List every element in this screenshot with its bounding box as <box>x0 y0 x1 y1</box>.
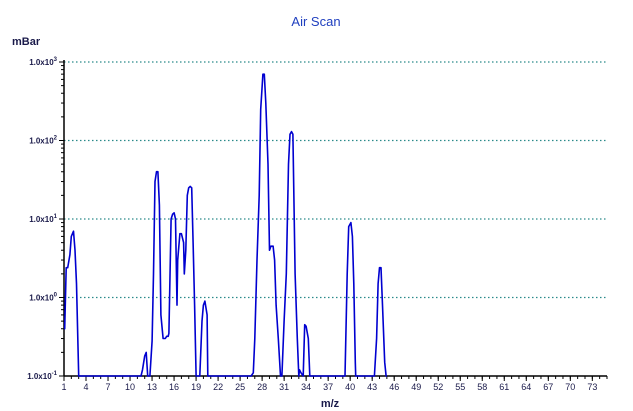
y-tick-label: 1.0x100 <box>29 293 57 303</box>
x-tick-label: 22 <box>213 382 223 392</box>
y-tick-label: 1.0x103 <box>29 57 57 67</box>
x-tick-label: 64 <box>521 382 531 392</box>
x-tick-label: 19 <box>191 382 201 392</box>
x-tick-label: 67 <box>543 382 553 392</box>
x-tick-label: 31 <box>279 382 289 392</box>
y-tick-label: 1.0x10-1 <box>27 371 57 381</box>
axes <box>59 60 608 381</box>
y-tick-label: 1.0x102 <box>29 136 57 146</box>
x-tick-label: 34 <box>301 382 311 392</box>
x-tick-label: 16 <box>169 382 179 392</box>
x-tick-label: 13 <box>147 382 157 392</box>
x-tick-label: 70 <box>565 382 575 392</box>
x-tick-label: 40 <box>345 382 355 392</box>
x-tick-label: 7 <box>106 382 111 392</box>
x-ticks: 1 4 7 10 13 16 19 22 25 28 31 34 37 40 43 46 49 52 55 58 61 6… <box>61 382 597 392</box>
x-tick-label: 58 <box>477 382 487 392</box>
chart-title: Air Scan <box>291 14 340 29</box>
x-tick-label: 46 <box>389 382 399 392</box>
x-tick-label: 28 <box>257 382 267 392</box>
x-tick-label: 1 <box>61 382 66 392</box>
x-tick-label: 10 <box>125 382 135 392</box>
x-tick-label: 55 <box>455 382 465 392</box>
x-tick-label: 25 <box>235 382 245 392</box>
y-tick-label: 1.0x101 <box>29 214 57 224</box>
x-tick-label: 49 <box>411 382 421 392</box>
x-tick-label: 52 <box>433 382 443 392</box>
x-tick-label: 37 <box>323 382 333 392</box>
grid-lines <box>64 61 607 299</box>
x-tick-label: 73 <box>587 382 597 392</box>
x-axis-label: m/z <box>321 398 340 410</box>
x-tick-label: 43 <box>367 382 377 392</box>
series-group <box>63 73 387 377</box>
spectrum-line <box>63 73 387 377</box>
y-ticks: 1.0x10-1 1.0x100 1.0x101 1.0x102 1.0x103 <box>27 57 57 381</box>
y-axis-label: mBar <box>12 36 41 48</box>
x-tick-label: 4 <box>84 382 89 392</box>
x-tick-label: 61 <box>499 382 509 392</box>
